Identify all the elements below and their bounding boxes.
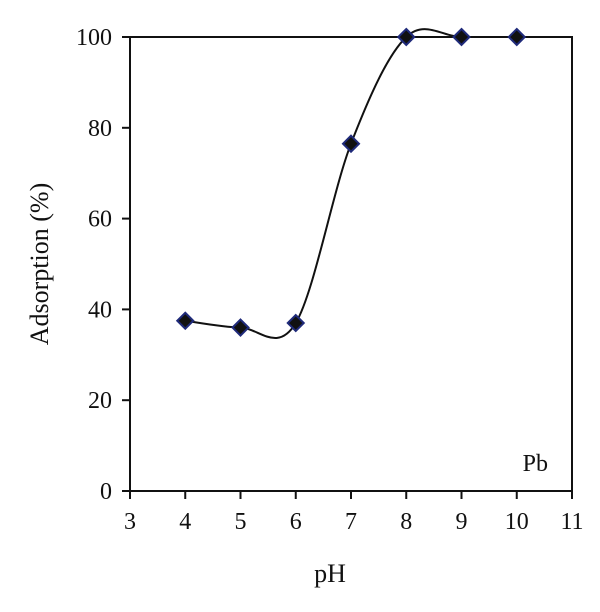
x-tick-label: 10 — [505, 509, 529, 535]
x-tick-label: 9 — [456, 509, 468, 535]
x-tick-label: 11 — [560, 509, 583, 535]
data-point-marker — [396, 27, 416, 47]
plot-frame — [129, 36, 573, 492]
x-tick-label: 5 — [235, 509, 247, 535]
plot-area: 3 4 5 6 7 8 9 10 11 0 20 40 60 80 100 — [76, 25, 584, 535]
data-point-marker — [452, 27, 471, 47]
x-tick-label: 6 — [290, 509, 302, 535]
y-tick-label: 80 — [88, 116, 112, 142]
data-point-marker — [507, 27, 527, 47]
x-tick-label: 7 — [345, 509, 357, 535]
x-axis: 3 4 5 6 7 8 9 10 11 — [124, 491, 584, 535]
y-axis: 0 20 40 60 80 100 — [76, 25, 130, 505]
series-markers — [175, 27, 527, 337]
x-tick-label: 8 — [400, 509, 412, 535]
y-tick-label: 100 — [76, 25, 112, 51]
y-axis-title: Adsorption (%) — [25, 183, 54, 345]
y-tick-label: 60 — [88, 207, 112, 233]
y-tick-label: 0 — [100, 479, 112, 505]
x-tick-label: 3 — [124, 509, 136, 535]
series-line — [185, 28, 517, 339]
y-tick-label: 40 — [88, 297, 112, 323]
annotation-pb: Pb — [523, 451, 548, 477]
y-tick-label: 20 — [88, 388, 112, 414]
data-point-marker — [286, 313, 306, 333]
data-point-marker — [341, 134, 361, 154]
x-tick-label: 4 — [179, 509, 191, 535]
data-point-marker — [175, 311, 195, 331]
x-axis-title: pH — [314, 559, 346, 588]
data-point-marker — [231, 318, 250, 337]
